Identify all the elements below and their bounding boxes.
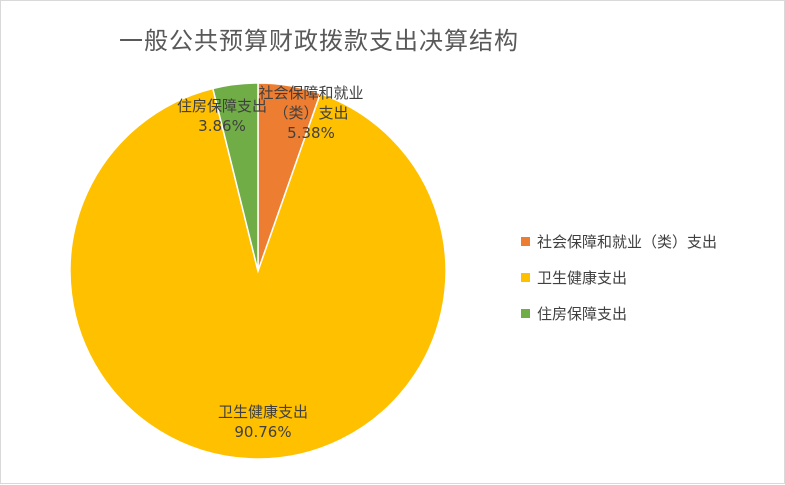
data-label-value: 90.76%	[234, 423, 291, 441]
legend-label: 社会保障和就业（类）支出	[537, 232, 718, 251]
legend-swatch	[521, 236, 530, 246]
legend-item-housing: 住房保障支出	[521, 295, 717, 331]
data-label-category: 卫生健康支出	[218, 403, 308, 421]
legend-label: 卫生健康支出	[537, 268, 628, 287]
legend-swatch	[521, 272, 530, 282]
data-label-value: 5.38%	[287, 124, 335, 142]
legend-label: 住房保障支出	[537, 304, 628, 323]
data-label-value: 3.86%	[198, 117, 246, 135]
legend-swatch	[521, 308, 530, 318]
data-label-category: 社会保障和就业	[258, 84, 363, 102]
pie-slice-housing	[211, 82, 259, 272]
legend-item-health: 卫生健康支出	[521, 259, 717, 295]
chart-title: 一般公共预算财政拨款支出决算结构	[119, 27, 519, 55]
legend-item-social-security: 社会保障和就业（类）支出	[521, 223, 717, 259]
data-label-category: （类）支出	[273, 104, 348, 122]
data-label-health: 卫生健康支出 90.76%	[218, 403, 308, 441]
pie-slice-health	[69, 87, 447, 460]
data-label-social-security: 社会保障和就业 （类）支出 5.38%	[258, 84, 363, 142]
data-label-category: 住房保障支出	[177, 97, 267, 115]
data-label-housing: 住房保障支出 3.86%	[177, 97, 267, 135]
legend: 社会保障和就业（类）支出 卫生健康支出 住房保障支出	[521, 223, 717, 331]
